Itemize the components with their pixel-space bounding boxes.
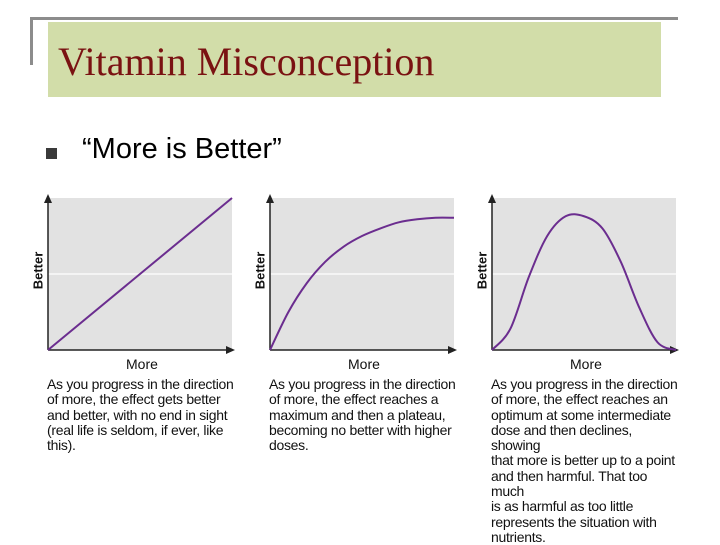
x-axis-arrow-icon — [448, 346, 457, 354]
caption: As you progress in the direction of more… — [47, 376, 234, 454]
chart-panel-plateau: Better More As you progress in the direc… — [248, 190, 458, 530]
caption-line: represents the situation with — [491, 513, 657, 530]
frame-left-line — [30, 17, 33, 65]
x-axis-arrow-icon — [226, 346, 235, 354]
response-curve — [269, 216, 455, 351]
caption-line: (real life is seldom, if ever, like — [47, 421, 224, 438]
caption: As you progress in the direction of more… — [491, 376, 680, 545]
caption-line: that more is better up to a point — [491, 452, 675, 469]
caption-line: optimum at some intermediate — [491, 406, 671, 423]
y-axis-arrow-icon — [488, 194, 496, 203]
chart-plateau — [266, 194, 457, 354]
response-curve — [491, 213, 677, 351]
caption-line: dose and then declines, showing — [491, 421, 632, 454]
caption: As you progress in the direction of more… — [269, 376, 456, 454]
caption-line: is as harmful as too little — [491, 498, 634, 515]
caption-line: of more, the effect reaches a — [269, 391, 439, 408]
caption-line: As you progress in the direction — [47, 376, 234, 392]
bullet-square-icon — [46, 148, 57, 159]
y-axis-arrow-icon — [266, 194, 274, 203]
slide-title: Vitamin Misconception — [58, 39, 435, 84]
caption-line: this). — [47, 437, 76, 454]
title-banner: Vitamin Misconception — [48, 22, 661, 97]
response-curve — [47, 197, 233, 351]
chart-panel-linear: Better More As you progress in the direc… — [26, 190, 236, 530]
chart-linear — [44, 194, 235, 354]
x-axis-label: More — [126, 356, 158, 372]
frame-top-line — [30, 17, 678, 20]
caption-line: As you progress in the direction — [269, 376, 456, 392]
caption-line: of more, the effect reaches an — [491, 391, 668, 408]
caption-line: and then harmful. That too much — [491, 467, 648, 500]
caption-line: maximum and then a plateau, — [269, 406, 446, 423]
x-axis-label: More — [570, 356, 602, 372]
x-axis-label: More — [348, 356, 380, 372]
y-axis-arrow-icon — [44, 194, 52, 203]
caption-line: of more, the effect gets better — [47, 391, 221, 408]
y-axis-label: Better — [474, 251, 490, 290]
caption-line: becoming no better with higher — [269, 421, 452, 438]
chart-optimum — [488, 194, 679, 354]
caption-line: and better, with no end in sight — [47, 406, 228, 423]
chart-panel-optimum: Better More As you progress in the direc… — [470, 190, 680, 545]
y-axis-label: Better — [30, 251, 46, 290]
bullet-text: “More is Better” — [82, 133, 282, 165]
caption-line: nutrients. — [491, 528, 546, 545]
caption-line: doses. — [269, 437, 309, 454]
caption-line: As you progress in the direction — [491, 376, 678, 392]
y-axis-label: Better — [252, 251, 268, 290]
